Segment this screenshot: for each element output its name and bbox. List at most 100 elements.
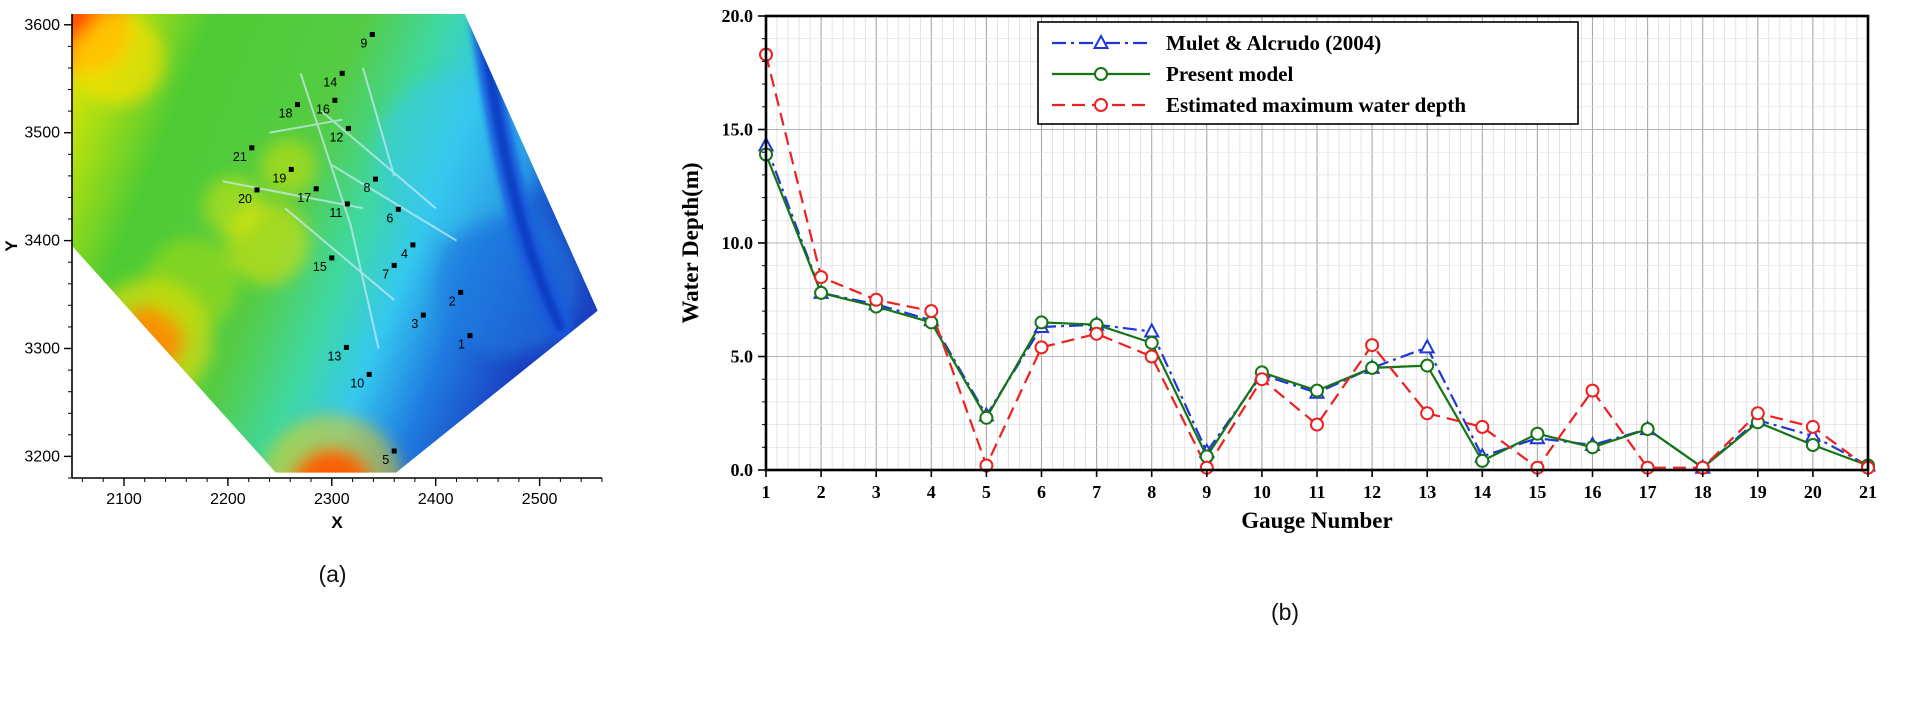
gauge-label: 21 [233, 150, 247, 164]
gauge-point [373, 176, 378, 182]
legend-label-1: Present model [1166, 62, 1293, 86]
gauge-point [366, 371, 372, 377]
gauge-point [391, 448, 397, 454]
y-tick-label: 20.0 [721, 6, 753, 26]
terrain-fill [72, 14, 598, 473]
map-y-tick: 3600 [24, 17, 60, 34]
figure: 1 2 3 4 5 6 7 8 9 10 11 12 13 14 15 16 17 18 19 20 21 2100 22… [0, 2, 1905, 626]
x-tick-label: 12 [1363, 482, 1381, 502]
chart-grid [764, 15, 1869, 471]
x-tick-label: 18 [1693, 482, 1711, 502]
gauge-point [391, 262, 397, 268]
chart-ylabel: Water Depth(m) [678, 162, 703, 323]
x-tick-label: 20 [1803, 482, 1821, 502]
gauge-label: 3 [411, 317, 418, 331]
y-tick-label: 10.0 [721, 233, 753, 253]
x-tick-label: 16 [1583, 482, 1601, 502]
legend-item-0: Mulet & Alcrudo (2004) [1051, 31, 1381, 55]
map-y-tick: 3400 [24, 233, 60, 250]
gauge-point [410, 242, 416, 248]
chart-ticks: 1 2 3 4 5 6 7 8 9 10 11 12 13 14 15 16 17 18 19 20 210.05.01… [721, 6, 1877, 502]
series-markers-2 [758, 47, 1875, 475]
gauge-label: 10 [350, 376, 364, 390]
chart-svg: 1 2 3 4 5 6 7 8 9 10 11 12 13 14 15 16 17 18 19 20 210.05.01… [678, 6, 1877, 533]
x-tick-label: 8 [1147, 482, 1156, 502]
gauge-label: 5 [382, 453, 389, 467]
x-tick-label: 1 [761, 482, 770, 502]
gauge-point [458, 289, 464, 295]
gauge-label: 18 [279, 107, 293, 121]
gauge-point [395, 206, 401, 212]
x-tick-label: 11 [1308, 482, 1325, 502]
gauge-point [420, 312, 426, 318]
gauge-label: 7 [382, 267, 389, 281]
panel-b: 1 2 3 4 5 6 7 8 9 10 11 12 13 14 15 16 17 18 19 20 21 0.0 5.0 1… [665, 2, 1905, 626]
map-xlabel: X [331, 513, 343, 532]
gauge-point [329, 255, 335, 261]
chart-legend: Mulet & Alcrudo (2004) Present model Estim… [1036, 21, 1579, 125]
gauge-label: 14 [323, 75, 337, 89]
map-y-tick: 3300 [24, 341, 60, 358]
gauge-point [345, 125, 351, 131]
map-x-tick: 2100 [106, 491, 142, 508]
x-tick-label: 13 [1418, 482, 1436, 502]
x-tick-label: 3 [871, 482, 880, 502]
map-y-tick: 3200 [24, 448, 60, 465]
legend-label-2: Estimated maximum water depth [1166, 93, 1466, 117]
series-line-2 [764, 54, 1869, 470]
x-tick-label: 19 [1748, 482, 1766, 502]
legend-item-2: Estimated maximum water depth [1051, 93, 1466, 117]
gauge-label: 4 [401, 247, 408, 261]
gauge-label: 20 [238, 192, 252, 206]
gauge-point [313, 186, 319, 192]
gauge-label: 16 [316, 102, 330, 116]
panel-a-caption: (a) [318, 561, 347, 587]
gauge-label: 8 [364, 181, 371, 195]
x-tick-label: 2 [816, 482, 825, 502]
gauge-point [343, 344, 349, 350]
y-tick-label: 0.0 [730, 460, 753, 480]
panel-a: 1 2 3 4 5 6 7 8 9 10 11 12 13 14 15 16 17 18 19 20 21 2100 22… [0, 2, 665, 588]
legend-item-1: Present model [1051, 62, 1293, 86]
street-lines [222, 67, 458, 349]
map-ticks: 2100 2200 2300 2400 2500 3200 3300 3400 3500 3600 [24, 17, 603, 508]
gauge-point [249, 145, 255, 151]
water-depth-chart: 1 2 3 4 5 6 7 8 9 10 11 12 13 14 15 16 17 18 19 20 21 0.0 5.0 1… [668, 2, 1903, 593]
x-tick-label: 21 [1859, 482, 1877, 502]
x-tick-label: 14 [1473, 482, 1491, 502]
x-tick-label: 10 [1252, 482, 1270, 502]
legend-label-0: Mulet & Alcrudo (2004) [1166, 31, 1381, 55]
gauge-point [288, 166, 294, 172]
x-tick-label: 17 [1638, 482, 1656, 502]
x-tick-label: 9 [1202, 482, 1211, 502]
gauge-label: 2 [449, 294, 456, 308]
gauge-label: 1 [458, 338, 465, 352]
gauge-label: 9 [360, 37, 367, 51]
map-x-tick: 2300 [314, 491, 350, 508]
panel-b-caption: (b) [1270, 599, 1300, 625]
x-tick-label: 7 [1092, 482, 1101, 502]
map-x-tick: 2500 [522, 491, 558, 508]
x-tick-label: 6 [1037, 482, 1046, 502]
chart-xlabel: Gauge Number [1241, 508, 1392, 533]
gauge-label: 17 [297, 191, 311, 205]
map-x-tick: 2200 [210, 491, 246, 508]
gauge-label: 11 [329, 206, 342, 220]
gauge-point [467, 333, 473, 339]
gauge-point [254, 187, 260, 193]
gauge-point [339, 70, 345, 76]
gauge-label: 13 [327, 349, 341, 363]
x-tick-label: 4 [926, 482, 935, 502]
x-tick-label: 5 [981, 482, 990, 502]
gauge-label: 15 [313, 260, 327, 274]
gauge-point [332, 97, 338, 103]
gauge-point [344, 201, 350, 207]
series-line-0 [764, 145, 1869, 470]
y-tick-label: 5.0 [730, 347, 753, 367]
y-tick-label: 15.0 [721, 120, 753, 140]
gauge-label: 6 [386, 211, 393, 225]
gauge-label: 19 [272, 171, 286, 185]
gauge-point [369, 32, 375, 37]
